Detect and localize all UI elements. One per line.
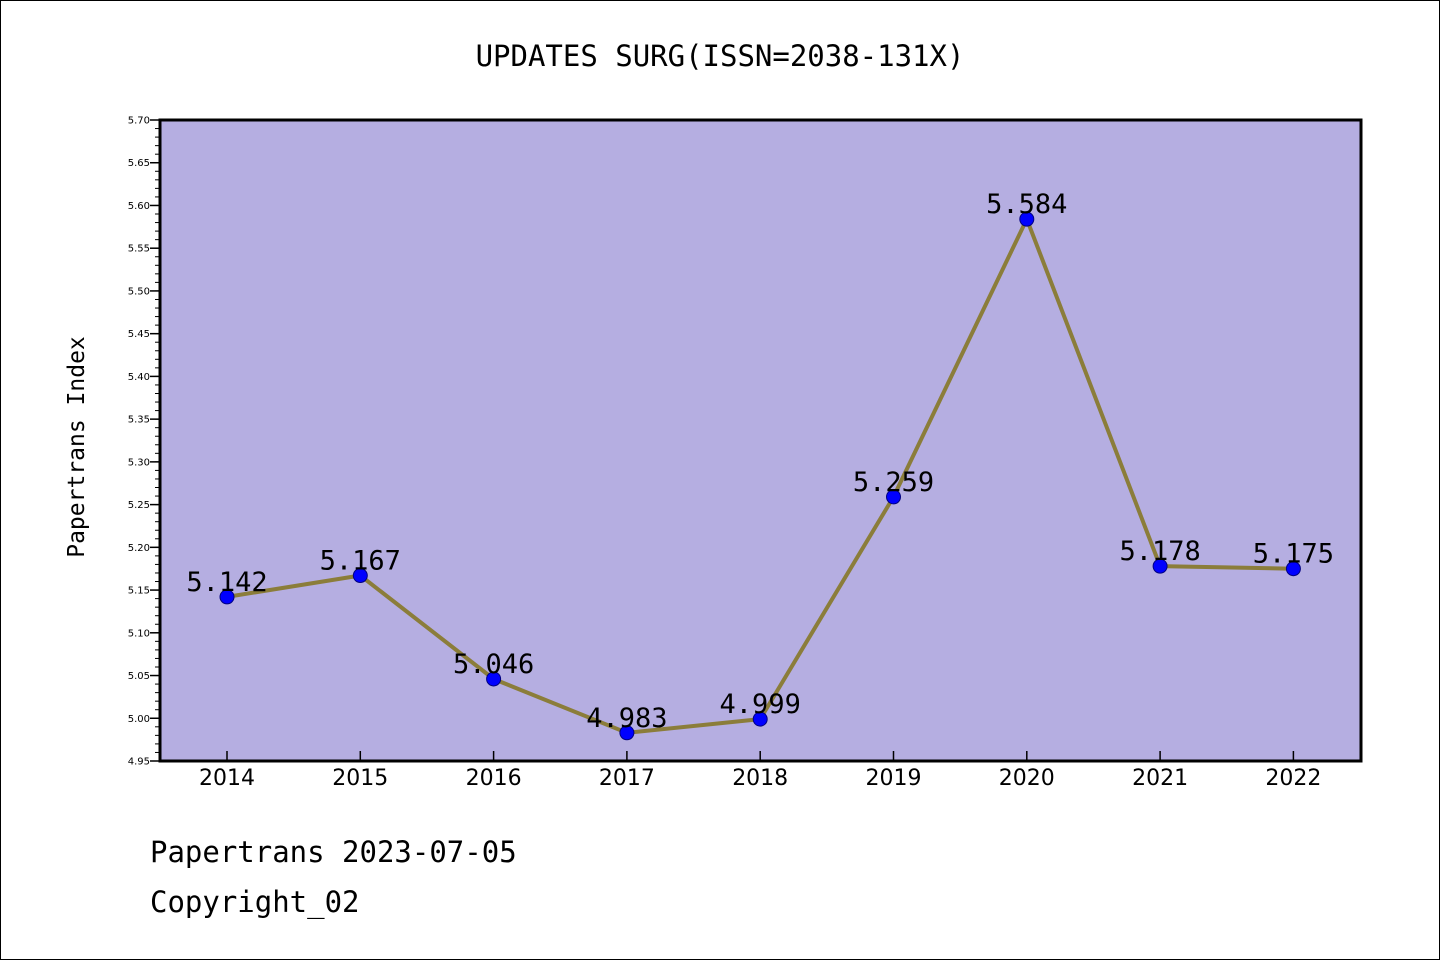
data-point-2020 bbox=[1019, 211, 1035, 227]
y-tick-label-8: 5.35 bbox=[128, 415, 150, 426]
data-label-2015: 5.167 bbox=[320, 546, 401, 577]
y-tick-label-7: 5.30 bbox=[128, 457, 150, 468]
y-tick-label-6: 5.25 bbox=[128, 500, 150, 511]
x-axis-ticks: 2014 2015 2016 2017 2018 2019 2020 2021 2022 bbox=[199, 751, 1321, 791]
y-tick-label-11: 5.50 bbox=[128, 286, 150, 297]
y-axis-ticks: 4.95 5.00 5.05 5.10 5.15 5.20 5.25 5.30 5.35 5.40… bbox=[128, 116, 160, 768]
x-tick-label-2020: 2020 bbox=[999, 766, 1055, 791]
y-axis-label: Papertrans Index bbox=[64, 336, 90, 558]
data-label-2021: 5.178 bbox=[1119, 536, 1200, 567]
chart-title: UPDATES SURG(ISSN=2038-131X) bbox=[476, 39, 965, 73]
y-tick-label-2: 5.05 bbox=[128, 671, 150, 682]
y-tick-label-9: 5.40 bbox=[128, 372, 150, 383]
y-tick-label-4: 5.15 bbox=[128, 586, 150, 597]
data-label-2018: 4.999 bbox=[720, 689, 801, 720]
marker-layer bbox=[219, 211, 1301, 741]
y-tick-label-15: 5.70 bbox=[128, 116, 150, 127]
y-tick-label-13: 5.60 bbox=[128, 201, 150, 212]
x-tick-label-2021: 2021 bbox=[1132, 766, 1188, 791]
y-tick-label-1: 5.00 bbox=[128, 714, 150, 725]
data-label-2019: 5.259 bbox=[853, 467, 934, 498]
y-tick-label-14: 5.65 bbox=[128, 158, 150, 169]
data-point-2017 bbox=[619, 725, 635, 741]
plot-area bbox=[160, 120, 1361, 761]
data-point-2015 bbox=[352, 568, 368, 584]
data-label-2020: 5.584 bbox=[986, 189, 1067, 220]
data-label-2014: 5.142 bbox=[186, 567, 267, 598]
x-tick-label-2014: 2014 bbox=[199, 766, 255, 791]
y-tick-label-0: 4.95 bbox=[128, 757, 150, 768]
data-point-2018 bbox=[752, 711, 768, 727]
data-label-2016: 5.046 bbox=[453, 649, 534, 680]
data-label-2017: 4.983 bbox=[586, 703, 667, 734]
data-point-2021 bbox=[1152, 558, 1168, 574]
data-point-2014 bbox=[219, 589, 235, 605]
x-tick-label-2019: 2019 bbox=[866, 766, 922, 791]
data-label-2022: 5.175 bbox=[1253, 539, 1334, 570]
x-tick-label-2018: 2018 bbox=[732, 766, 788, 791]
data-point-2019 bbox=[886, 489, 901, 505]
data-point-2022 bbox=[1285, 561, 1301, 577]
y-tick-label-5: 5.20 bbox=[128, 543, 150, 554]
footer-copyright-text: Copyright_02 bbox=[150, 885, 360, 919]
y-tick-label-3: 5.10 bbox=[128, 628, 150, 639]
x-tick-label-2022: 2022 bbox=[1265, 766, 1321, 791]
y-tick-label-12: 5.55 bbox=[128, 244, 150, 255]
y-tick-label-10: 5.45 bbox=[128, 329, 150, 340]
plot-border bbox=[158, 118, 1363, 763]
x-tick-label-2017: 2017 bbox=[599, 766, 655, 791]
data-label-layer: 5.142 5.167 5.046 4.983 4.999 5.259 5.584 5.178… bbox=[186, 189, 1334, 734]
x-tick-label-2015: 2015 bbox=[332, 766, 388, 791]
footer-date-text: Papertrans 2023-07-05 bbox=[150, 835, 517, 869]
data-point-2016 bbox=[486, 671, 502, 687]
x-tick-label-2016: 2016 bbox=[466, 766, 522, 791]
